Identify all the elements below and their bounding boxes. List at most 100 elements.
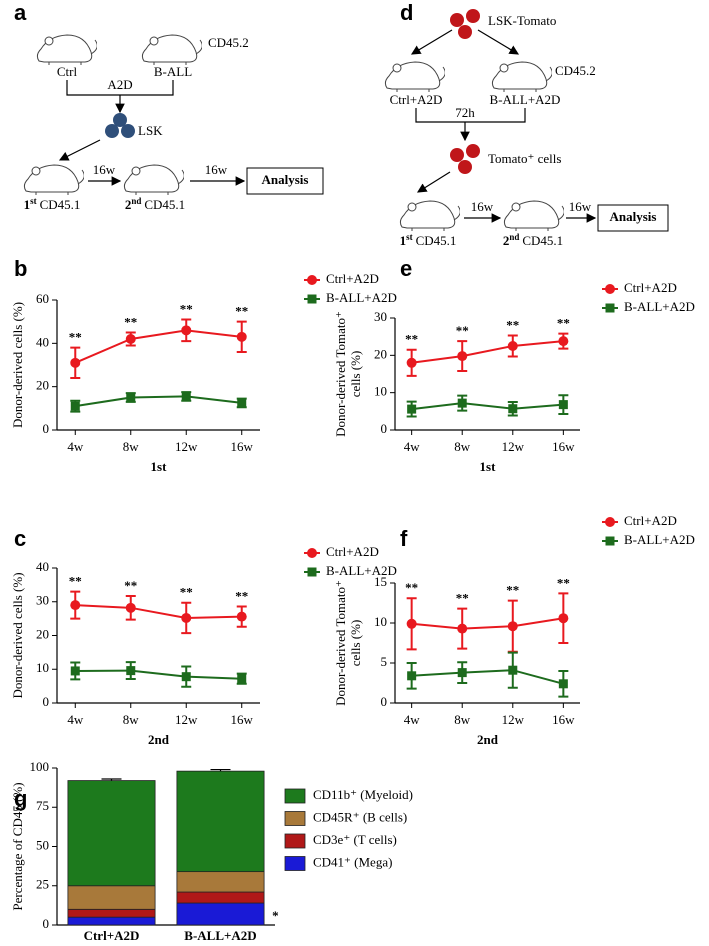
mouse <box>491 61 552 93</box>
x-tick-label: 16w <box>552 439 575 454</box>
x-tick-label: 12w <box>175 712 198 727</box>
marker <box>407 671 417 681</box>
legend-label: B-ALL+A2D <box>326 290 397 305</box>
arrow <box>416 171 451 193</box>
marker <box>181 672 191 682</box>
y-tick-label: 0 <box>381 421 388 436</box>
cells-label: LSK-Tomato <box>488 13 556 28</box>
marker <box>125 334 136 344</box>
cells-label: LSK <box>138 123 163 138</box>
panel-label: c <box>14 526 26 551</box>
y-tick-label: 20 <box>36 378 49 393</box>
annotation: ** <box>124 314 137 329</box>
interval: 16w <box>471 199 494 214</box>
x-tick-label: 4w <box>404 712 421 727</box>
x-tick-label: 12w <box>502 712 525 727</box>
mouse-label: B-ALL+A2D <box>490 92 561 107</box>
y-tick-label: 20 <box>374 346 387 361</box>
marker <box>236 331 247 342</box>
x-axis-label: 2nd <box>148 732 170 747</box>
y-tick-label: 0 <box>43 694 50 709</box>
y-tick-label: 75 <box>36 798 49 813</box>
y-tick-label: 50 <box>36 837 49 852</box>
panel-label: f <box>400 526 408 551</box>
error-bar <box>210 768 231 772</box>
annotation: ** <box>69 330 82 345</box>
arrow <box>66 80 174 112</box>
panel-label: b <box>14 256 27 281</box>
legend-marker <box>307 294 317 304</box>
legend-swatch <box>284 856 306 871</box>
recipient-label: 2nd CD45.1 <box>125 196 185 212</box>
annotation: ** <box>235 588 248 603</box>
bar-segment <box>176 902 265 926</box>
cells-label: Tomato⁺ cells <box>488 151 561 166</box>
annotation: ** <box>235 304 248 319</box>
y-tick-label: 60 <box>36 291 49 306</box>
mouse <box>384 61 445 93</box>
arrow <box>58 139 101 161</box>
x-tick-label: 16w <box>231 439 254 454</box>
legend-label: B-ALL+A2D <box>326 563 397 578</box>
bar-segment <box>67 908 156 918</box>
y-tick-label: 25 <box>36 877 49 892</box>
annotation: ** <box>456 323 469 338</box>
y-axis-label: Donor-derived Tomato⁺ <box>333 311 348 437</box>
marker <box>558 679 568 689</box>
legend-marker <box>307 275 317 285</box>
marker <box>406 357 417 368</box>
marker <box>181 391 191 401</box>
x-tick-label: Ctrl+A2D <box>84 928 140 941</box>
end-label: Analysis <box>262 172 309 187</box>
y-tick-label: 0 <box>43 421 50 436</box>
cells <box>450 9 480 39</box>
annotation: ** <box>124 578 137 593</box>
y-axis-label: cells (%) <box>348 351 363 398</box>
y-tick-label: 0 <box>381 694 388 709</box>
x-tick-label: 8w <box>454 712 471 727</box>
panel-label: g <box>14 786 27 811</box>
series-line <box>411 402 564 411</box>
y-tick-label: 30 <box>374 309 387 324</box>
legend-label: CD45R⁺ (B cells) <box>313 809 407 824</box>
mouse <box>123 164 184 196</box>
marker <box>508 665 518 675</box>
annotation: ** <box>69 574 82 589</box>
bar-segment <box>67 885 156 910</box>
marker <box>126 393 136 402</box>
mouse <box>503 200 564 232</box>
marker <box>181 612 192 623</box>
series-line <box>75 669 242 680</box>
y-tick-label: 20 <box>36 626 49 641</box>
series-line <box>411 617 564 630</box>
interval: 16w <box>205 162 228 177</box>
marker <box>70 357 81 368</box>
box <box>246 167 324 195</box>
legend-marker <box>605 303 615 313</box>
y-tick-label: 5 <box>381 654 388 669</box>
annotation: ** <box>180 585 193 600</box>
interval: 72h <box>455 105 475 120</box>
bar-segment <box>67 916 156 926</box>
annotation: * <box>272 908 279 923</box>
marker <box>70 600 81 611</box>
panel-label: d <box>400 0 413 25</box>
mouse <box>399 200 460 232</box>
bar-segment <box>176 770 265 873</box>
legend-label: B-ALL+A2D <box>624 299 695 314</box>
mouse <box>23 164 84 196</box>
x-tick-label: 16w <box>231 712 254 727</box>
legend-swatch <box>284 833 306 849</box>
legend-label: CD41⁺ (Mega) <box>313 854 392 869</box>
y-tick-label: 15 <box>374 574 387 589</box>
legend-label: CD11b⁺ (Myeloid) <box>313 787 413 802</box>
marker <box>558 336 569 347</box>
annotation: ** <box>456 591 469 606</box>
marker <box>70 401 80 411</box>
diagram-d: d LSK-Tomato CD45.2 Ctrl+A2D B-ALL+A2D 7… <box>384 0 669 248</box>
marker <box>507 621 518 632</box>
y-tick-label: 10 <box>36 660 49 675</box>
marker <box>407 404 417 414</box>
x-tick-label: 8w <box>454 439 471 454</box>
